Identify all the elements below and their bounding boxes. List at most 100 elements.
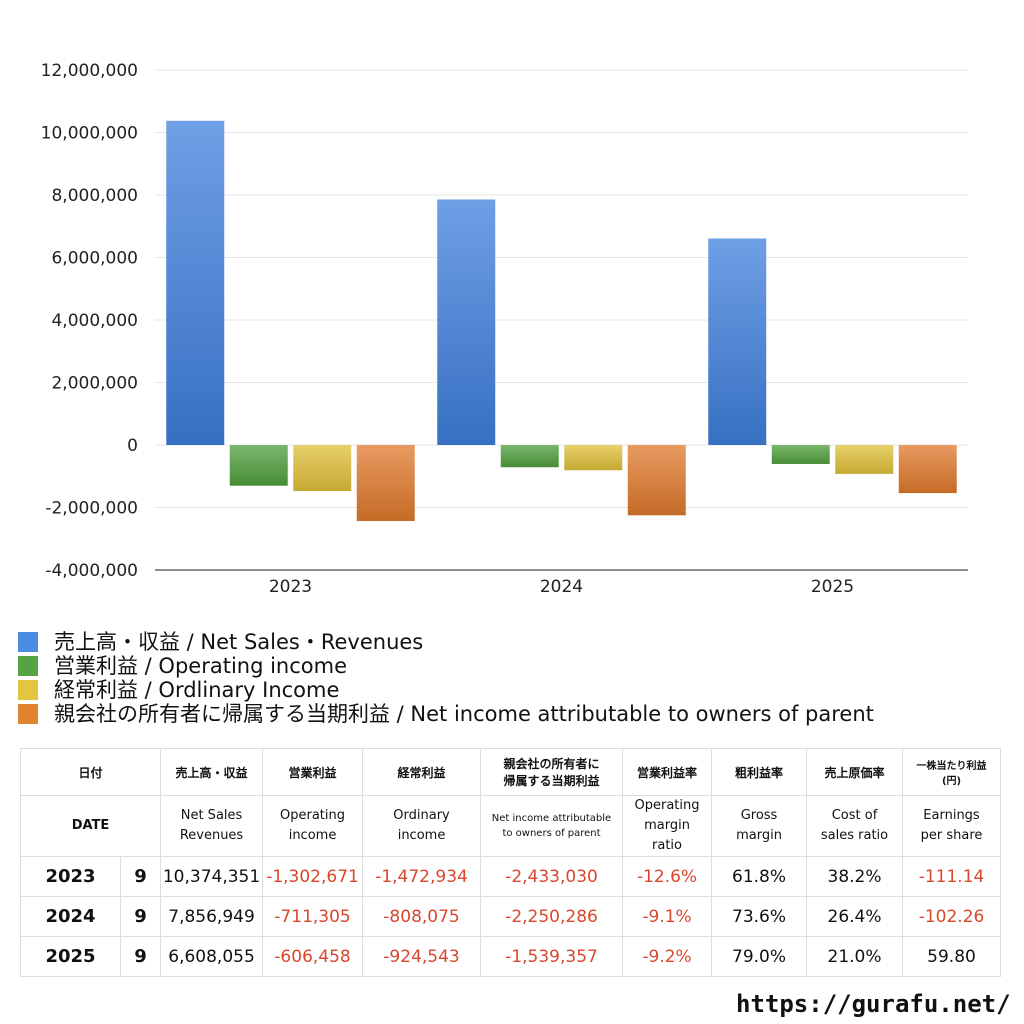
cell-ordinary: -1,472,934 (362, 856, 482, 897)
th-eps-en-line1: Earnings (923, 808, 980, 823)
cell-op-margin: -9.2% (622, 936, 713, 977)
y-tick-label: 4,000,000 (51, 311, 138, 331)
bar-ordinary-income-2024 (564, 445, 623, 471)
th-date-jp: 日付 (19, 748, 162, 796)
cell-month: 9 (119, 896, 162, 937)
table-row: 2024 9 7,856,949 -711,305 -808,075 -2,25… (20, 896, 1002, 937)
th-ordinary-en-line2: income (397, 828, 446, 843)
th-sales-en: Net Sales Revenues (160, 795, 264, 857)
chart-bars (166, 120, 957, 522)
table-row: 2023 9 10,374,351 -1,302,671 -1,472,934 … (20, 856, 1002, 897)
th-op-margin-en-line1: Operating (634, 798, 700, 813)
th-ordinary-en: Ordinary income (362, 795, 482, 857)
th-gross-margin-jp: 粗利益率 (711, 748, 808, 796)
legend-swatch-net-income (18, 704, 38, 724)
th-sales-jp: 売上高・収益 (160, 748, 264, 796)
cell-sales: 6,608,055 (160, 936, 264, 977)
bar-chart: 12,000,000 10,000,000 8,000,000 6,000,000 4,… (41, 61, 968, 597)
y-tick-label: 0 (127, 436, 138, 456)
th-gross-margin-en-line2: margin (736, 828, 782, 843)
cell-operating: -711,305 (262, 896, 364, 937)
th-operating-en-line2: income (288, 828, 337, 843)
bar-operating-income-2024 (500, 445, 559, 468)
th-op-margin-en-line2: margin (644, 818, 690, 833)
th-net-income-en-line2: to owners of parent (502, 828, 601, 839)
th-eps-jp: 一株当たり利益 (円) (902, 748, 1002, 796)
cell-eps: 59.80 (902, 936, 1002, 977)
th-gross-margin-en: Gross margin (711, 795, 808, 857)
y-axis-tick-labels: 12,000,000 10,000,000 8,000,000 6,000,000 4,… (41, 61, 138, 581)
table-row: 2025 9 6,608,055 -606,458 -924,543 -1,53… (20, 936, 1002, 977)
cell-net-income: -2,250,286 (480, 896, 624, 937)
th-cost-ratio-en-line1: Cost of (831, 808, 878, 823)
bar-net-sales-2023 (166, 120, 225, 446)
bar-net-sales-2025 (708, 238, 767, 445)
th-eps-en: Earnings per share (902, 795, 1002, 857)
bar-ordinary-income-2025 (835, 445, 894, 474)
y-tick-label: 6,000,000 (51, 249, 138, 269)
cell-ordinary: -808,075 (362, 896, 482, 937)
bar-operating-income-2023 (229, 445, 288, 486)
th-net-income-en: Net income attributable to owners of par… (480, 795, 624, 857)
legend-item-net-income: 親会社の所有者に帰属する当期利益 / Net income attributab… (18, 702, 1018, 726)
th-net-income-jp-line1: 親会社の所有者に (503, 757, 600, 771)
th-cost-ratio-jp: 売上原価率 (806, 748, 904, 796)
y-tick-label: -4,000,000 (45, 561, 138, 581)
y-tick-label: 10,000,000 (41, 124, 138, 144)
th-eps-jp-line1: 一株当たり利益 (916, 761, 987, 772)
th-eps-jp-line2: (円) (941, 776, 962, 787)
cell-year: 2023 (20, 856, 121, 897)
site-url[interactable]: https://gurafu.net/ (736, 990, 1011, 1018)
th-cost-ratio-en: Cost of sales ratio (806, 795, 904, 857)
th-eps-en-line2: per share (920, 828, 983, 843)
legend-label-operating-income: 営業利益 / Operating income (54, 654, 348, 678)
bar-net-sales-2024 (437, 199, 496, 445)
legend-swatch-ordinary-income (18, 680, 38, 700)
chart-legend: 売上高・収益 / Net Sales・Revenues 営業利益 / Opera… (18, 630, 1018, 726)
th-ordinary-en-line1: Ordinary (393, 808, 450, 823)
table-header-jp: 日付 売上高・収益 営業利益 経常利益 親会社の所有者に 帰属する当期利益 営業… (19, 748, 1002, 796)
y-tick-label: 12,000,000 (41, 61, 138, 81)
th-sales-en-line2: Revenues (179, 828, 244, 843)
legend-item-ordinary-income: 経常利益 / Ordlinary Income (18, 678, 1018, 702)
bar-net-income-2024 (627, 445, 686, 516)
cell-gross-margin: 73.6% (711, 896, 808, 937)
th-net-income-en-line1: Net income attributable (491, 813, 612, 824)
th-operating-en-line1: Operating (280, 808, 346, 823)
th-cost-ratio-en-line2: sales ratio (820, 828, 889, 843)
cell-net-income: -1,539,357 (480, 936, 624, 977)
x-tick-label: 2025 (811, 577, 854, 597)
th-ordinary-jp: 経常利益 (362, 748, 482, 796)
cell-sales: 7,856,949 (160, 896, 264, 937)
y-tick-label: 2,000,000 (51, 374, 138, 394)
cell-op-margin: -9.1% (622, 896, 713, 937)
cell-eps: -102.26 (902, 896, 1002, 937)
legend-item-net-sales: 売上高・収益 / Net Sales・Revenues (18, 630, 1018, 654)
cell-year: 2025 (20, 936, 121, 977)
cell-sales: 10,374,351 (160, 856, 264, 897)
cell-cost-ratio: 26.4% (806, 896, 904, 937)
bar-net-income-2025 (898, 445, 957, 494)
th-net-income-jp: 親会社の所有者に 帰属する当期利益 (480, 748, 624, 796)
cell-month: 9 (119, 936, 162, 977)
chart-gridlines (155, 69, 968, 571)
cell-gross-margin: 61.8% (711, 856, 808, 897)
cell-eps: -111.14 (902, 856, 1002, 897)
cell-year: 2024 (20, 896, 121, 937)
table-header-en: DATE Net Sales Revenues Operating income… (19, 795, 1002, 857)
legend-label-net-income: 親会社の所有者に帰属する当期利益 / Net income attributab… (54, 702, 874, 726)
th-gross-margin-en-line1: Gross (740, 808, 778, 823)
bar-net-income-2023 (356, 445, 415, 522)
legend-label-ordinary-income: 経常利益 / Ordlinary Income (54, 678, 340, 702)
th-operating-jp: 営業利益 (262, 748, 364, 796)
x-axis: 2023 2024 2025 (155, 569, 968, 597)
th-sales-en-line1: Net Sales (180, 808, 243, 823)
th-op-margin-jp: 営業利益率 (622, 748, 713, 796)
x-tick-label: 2023 (269, 577, 312, 597)
legend-swatch-net-sales (18, 632, 38, 652)
th-operating-en: Operating income (262, 795, 364, 857)
cell-operating: -1,302,671 (262, 856, 364, 897)
legend-item-operating-income: 営業利益 / Operating income (18, 654, 1018, 678)
legend-label-net-sales: 売上高・収益 / Net Sales・Revenues (54, 630, 424, 654)
th-op-margin-en: Operating margin ratio (622, 795, 713, 857)
